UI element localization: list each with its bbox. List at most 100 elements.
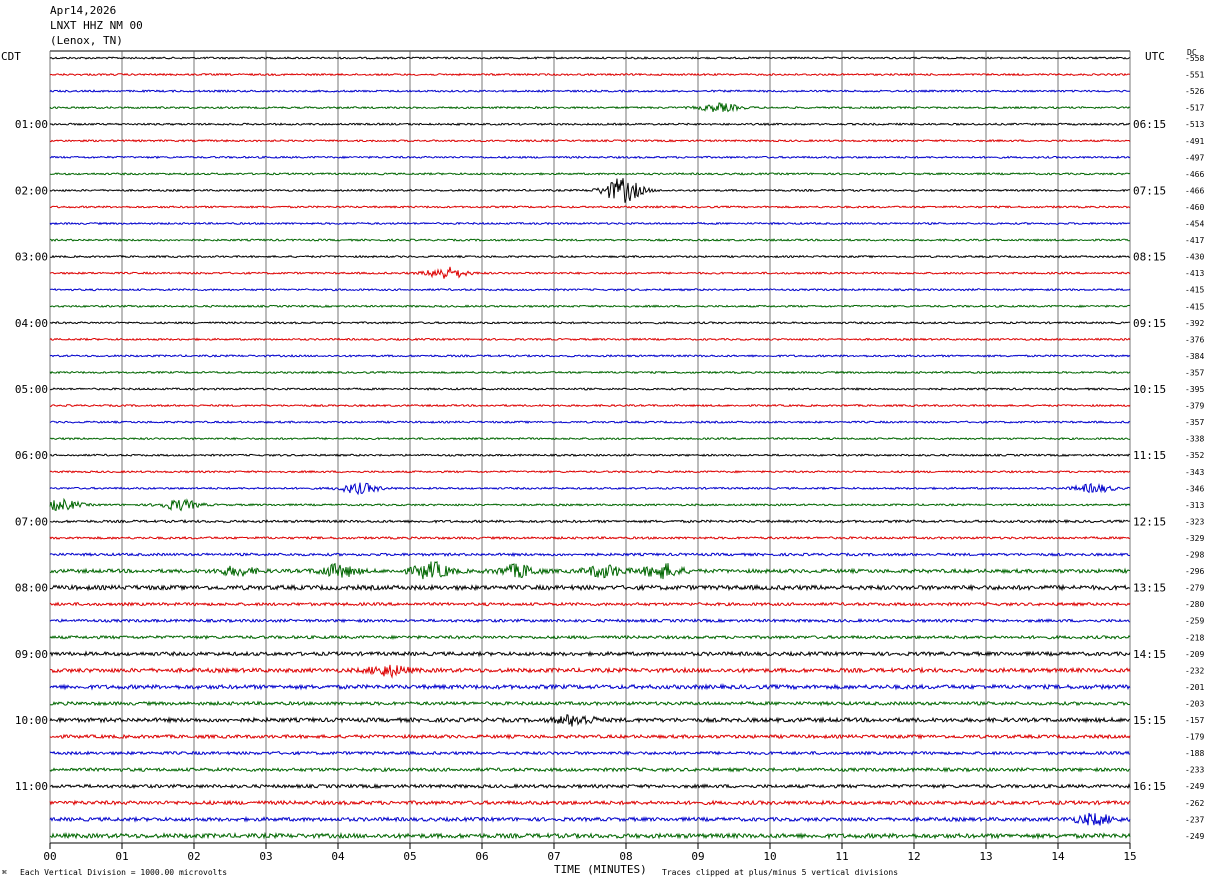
- seismic-trace: [49, 469, 1131, 474]
- seismic-trace: [49, 453, 1131, 458]
- left-hour-label: 09:00: [15, 648, 48, 661]
- dc-offset-value: -298: [1185, 551, 1204, 560]
- seismic-trace: [49, 583, 1131, 592]
- dc-offset-value: -203: [1185, 699, 1204, 708]
- dc-offset-value: -454: [1185, 220, 1204, 229]
- seismic-trace: [49, 535, 1131, 540]
- seismic-trace: [49, 601, 1131, 607]
- dc-offset-value: -392: [1185, 319, 1204, 328]
- dc-offset-value: -415: [1185, 302, 1204, 311]
- x-tick-label: 11: [835, 850, 848, 863]
- dc-offset-value: -466: [1185, 186, 1204, 195]
- dc-offset-value: -395: [1185, 385, 1204, 394]
- dc-offset-value: -415: [1185, 286, 1204, 295]
- dc-offset-value: -329: [1185, 534, 1204, 543]
- dc-offset-value: -249: [1185, 832, 1204, 841]
- right-hour-label: 10:15: [1133, 383, 1166, 396]
- seismic-trace: [49, 634, 1131, 641]
- dc-offset-value: -357: [1185, 418, 1204, 427]
- left-hour-label: 05:00: [15, 383, 48, 396]
- x-tick-label: 03: [259, 850, 272, 863]
- seismic-trace: [49, 831, 1131, 840]
- x-tick-label: 10: [763, 850, 776, 863]
- seismic-trace: [49, 482, 1131, 496]
- dc-offset-value: -460: [1185, 203, 1204, 212]
- dc-offset-value: -513: [1185, 120, 1204, 129]
- x-tick-label: 12: [907, 850, 920, 863]
- seismic-trace: [49, 650, 1131, 658]
- seismic-trace: [49, 518, 1131, 524]
- seismic-trace: [49, 122, 1131, 127]
- x-tick-label: 04: [331, 850, 345, 863]
- right-hour-label: 06:15: [1133, 118, 1166, 131]
- seismic-trace: [49, 750, 1131, 756]
- seismic-trace: [49, 664, 1131, 679]
- seismic-trace: [49, 403, 1131, 408]
- seismic-trace: [49, 387, 1131, 391]
- seismic-trace: [49, 354, 1131, 358]
- dc-offset-value: -259: [1185, 617, 1204, 626]
- right-hour-label: 08:15: [1133, 251, 1166, 264]
- seismic-trace: [49, 172, 1131, 176]
- seismic-trace: [49, 618, 1131, 624]
- dc-offset-value: -280: [1185, 600, 1204, 609]
- seismic-trace: [49, 221, 1131, 226]
- right-hour-label: 12:15: [1133, 515, 1166, 528]
- left-hour-label: 06:00: [15, 449, 48, 462]
- dc-offset-value: -232: [1185, 666, 1204, 675]
- x-tick-label: 09: [691, 850, 704, 863]
- seismic-trace: [49, 370, 1131, 375]
- dc-offset-value: -491: [1185, 137, 1204, 146]
- left-hour-label: 01:00: [15, 118, 48, 131]
- seismic-trace: [49, 420, 1131, 425]
- seismic-trace: [49, 733, 1131, 740]
- dc-offset-label: DC: [1187, 48, 1197, 57]
- seismic-trace: [49, 714, 1131, 727]
- dc-offset-value: -346: [1185, 484, 1204, 493]
- right-hour-label: 14:15: [1133, 648, 1166, 661]
- seismic-trace: [49, 205, 1131, 209]
- seismic-trace: [49, 436, 1131, 441]
- dc-offset-value: -343: [1185, 468, 1204, 477]
- right-hour-label: 09:15: [1133, 317, 1166, 330]
- seismic-trace: [49, 320, 1131, 325]
- dc-offset-value: -323: [1185, 517, 1204, 526]
- dc-offset-value: -357: [1185, 368, 1204, 377]
- dc-offset-value: -157: [1185, 716, 1204, 725]
- seismic-trace: [49, 89, 1131, 93]
- x-tick-label: 05: [403, 850, 416, 863]
- seismic-trace: [49, 304, 1131, 309]
- dc-offset-value: -237: [1185, 815, 1204, 824]
- seismic-trace: [50, 254, 1131, 259]
- right-hour-label: 15:15: [1133, 714, 1166, 727]
- seismic-trace: [49, 812, 1131, 826]
- dc-offset-value: -313: [1185, 501, 1204, 510]
- dc-offset-value: -413: [1185, 269, 1204, 278]
- seismic-trace: [49, 799, 1131, 807]
- header-station: LNXT HHZ NM 00: [50, 19, 143, 32]
- seismic-trace: [49, 552, 1130, 558]
- seismic-trace: [49, 56, 1131, 60]
- seismic-trace: [49, 337, 1131, 342]
- x-tick-label: 08: [619, 850, 632, 863]
- seismic-trace: [49, 266, 1131, 279]
- dc-offset-value: -497: [1185, 153, 1204, 162]
- seismic-trace: [49, 700, 1131, 707]
- dc-offset-value: -384: [1185, 352, 1204, 361]
- x-tick-label: 14: [1051, 850, 1065, 863]
- x-tick-label: 07: [547, 850, 560, 863]
- left-hour-label: 02:00: [15, 184, 48, 197]
- dc-offset-value: -279: [1185, 584, 1204, 593]
- dc-offset-value: -201: [1185, 683, 1204, 692]
- seismic-trace: [49, 138, 1131, 143]
- seismic-trace: [49, 72, 1131, 77]
- left-hour-label: 11:00: [15, 780, 48, 793]
- x-axis-title: TIME (MINUTES): [554, 863, 647, 876]
- right-hour-label: 07:15: [1133, 184, 1166, 197]
- left-timezone-label: CDT: [1, 50, 21, 63]
- footer-mark: ⌘: [2, 868, 7, 877]
- dc-offset-value: -430: [1185, 253, 1204, 262]
- x-tick-label: 15: [1123, 850, 1136, 863]
- header-date: Apr14,2026: [50, 4, 117, 17]
- left-hour-label: 10:00: [15, 714, 48, 727]
